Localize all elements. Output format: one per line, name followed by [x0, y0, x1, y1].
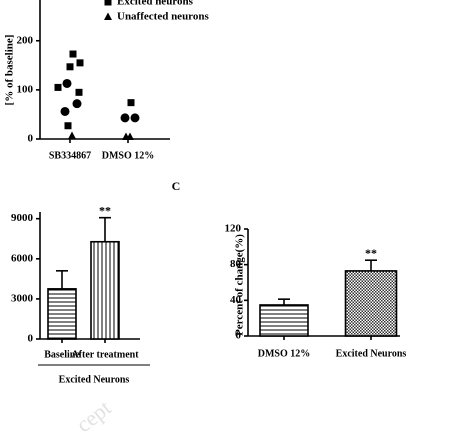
x-tick-label: Baseline [44, 349, 80, 360]
point [130, 113, 140, 123]
legend-label: Excited neurons [117, 0, 194, 8]
group-label: Excited Neurons [59, 374, 130, 385]
point [75, 88, 83, 96]
y-tick-label: 0 [28, 133, 34, 145]
y-tick-label: 200 [17, 34, 34, 46]
point [127, 99, 135, 107]
y-tick-label: 0 [28, 333, 34, 345]
x-tick-label: Excited Neurons [336, 348, 407, 359]
point [104, 0, 112, 6]
watermark: cept [71, 395, 115, 437]
point [68, 131, 76, 140]
bar [259, 304, 309, 337]
point [122, 132, 130, 141]
bar [90, 240, 120, 340]
point [64, 122, 72, 130]
y-tick-label: 3000 [11, 292, 34, 304]
point [120, 113, 130, 123]
point [54, 83, 62, 91]
legend-label: Unaffected neurons [117, 11, 209, 23]
y-tick-label: 120 [225, 223, 242, 235]
y-tick-label: 6000 [11, 252, 34, 264]
point [76, 59, 84, 67]
y-tick-label: 40 [230, 294, 242, 306]
y-axis-label: Percent of change(%) [234, 234, 246, 336]
point [60, 106, 70, 116]
bar [344, 270, 398, 337]
x-tick-label: After treatment [71, 349, 139, 360]
significance: ** [99, 203, 111, 217]
x-tick-label: DMSO 12% [258, 348, 311, 359]
significance: ** [365, 246, 377, 260]
x-tick-label: SB334867 [49, 150, 91, 161]
bar [47, 288, 77, 340]
y-tick-label: 0 [236, 330, 242, 342]
y-axis-label: [% of baseline] [4, 35, 16, 106]
y-tick-label: 80 [230, 258, 242, 270]
y-tick-label: 9000 [11, 212, 34, 224]
point [72, 99, 82, 109]
point [69, 50, 77, 58]
point [66, 63, 74, 71]
panel-label: C [172, 179, 181, 193]
x-tick-label: DMSO 12% [102, 150, 155, 161]
point [104, 12, 112, 20]
point [62, 78, 72, 88]
y-tick-label: 100 [17, 83, 34, 95]
